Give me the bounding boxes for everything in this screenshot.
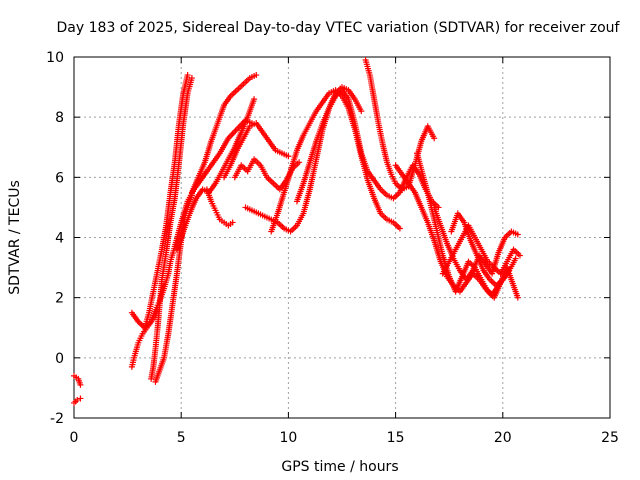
x-tick-label: 0 <box>70 430 79 446</box>
data-series-t9 <box>188 72 260 196</box>
x-tick-label: 10 <box>279 430 297 446</box>
y-tick-label: 2 <box>55 291 64 307</box>
x-axis-label: GPS time / hours <box>281 459 398 475</box>
x-tick-label: 5 <box>177 430 186 446</box>
y-tick-label: 6 <box>55 170 64 186</box>
data-series-t11 <box>221 120 292 181</box>
data-series-t5 <box>141 72 191 331</box>
data-series-t8 <box>173 96 258 253</box>
y-tick-label: -2 <box>50 411 64 427</box>
data-points <box>71 57 523 406</box>
data-series-t10 <box>203 186 236 229</box>
y-tick-label: 4 <box>55 231 64 247</box>
y-tick-label: 0 <box>55 351 64 367</box>
y-tick-label: 8 <box>55 110 64 126</box>
y-axis-label: SDTVAR / TECUs <box>7 180 23 295</box>
data-series-t1 <box>71 372 84 388</box>
y-tick-label: 10 <box>46 50 64 66</box>
x-tick-label: 15 <box>387 430 405 446</box>
x-tick-label: 20 <box>494 430 512 446</box>
data-series-t18 <box>414 150 521 301</box>
data-series-t21 <box>448 210 519 289</box>
data-series-t2 <box>71 395 84 406</box>
data-series-t6 <box>148 75 195 382</box>
x-tick-label: 25 <box>601 430 619 446</box>
axis-ticks: 0 5 10 15 20 25 -2 0 2 4 6 8 10 <box>46 50 619 446</box>
chart-title: Day 183 of 2025, Sidereal Day-to-day VTE… <box>57 20 621 36</box>
